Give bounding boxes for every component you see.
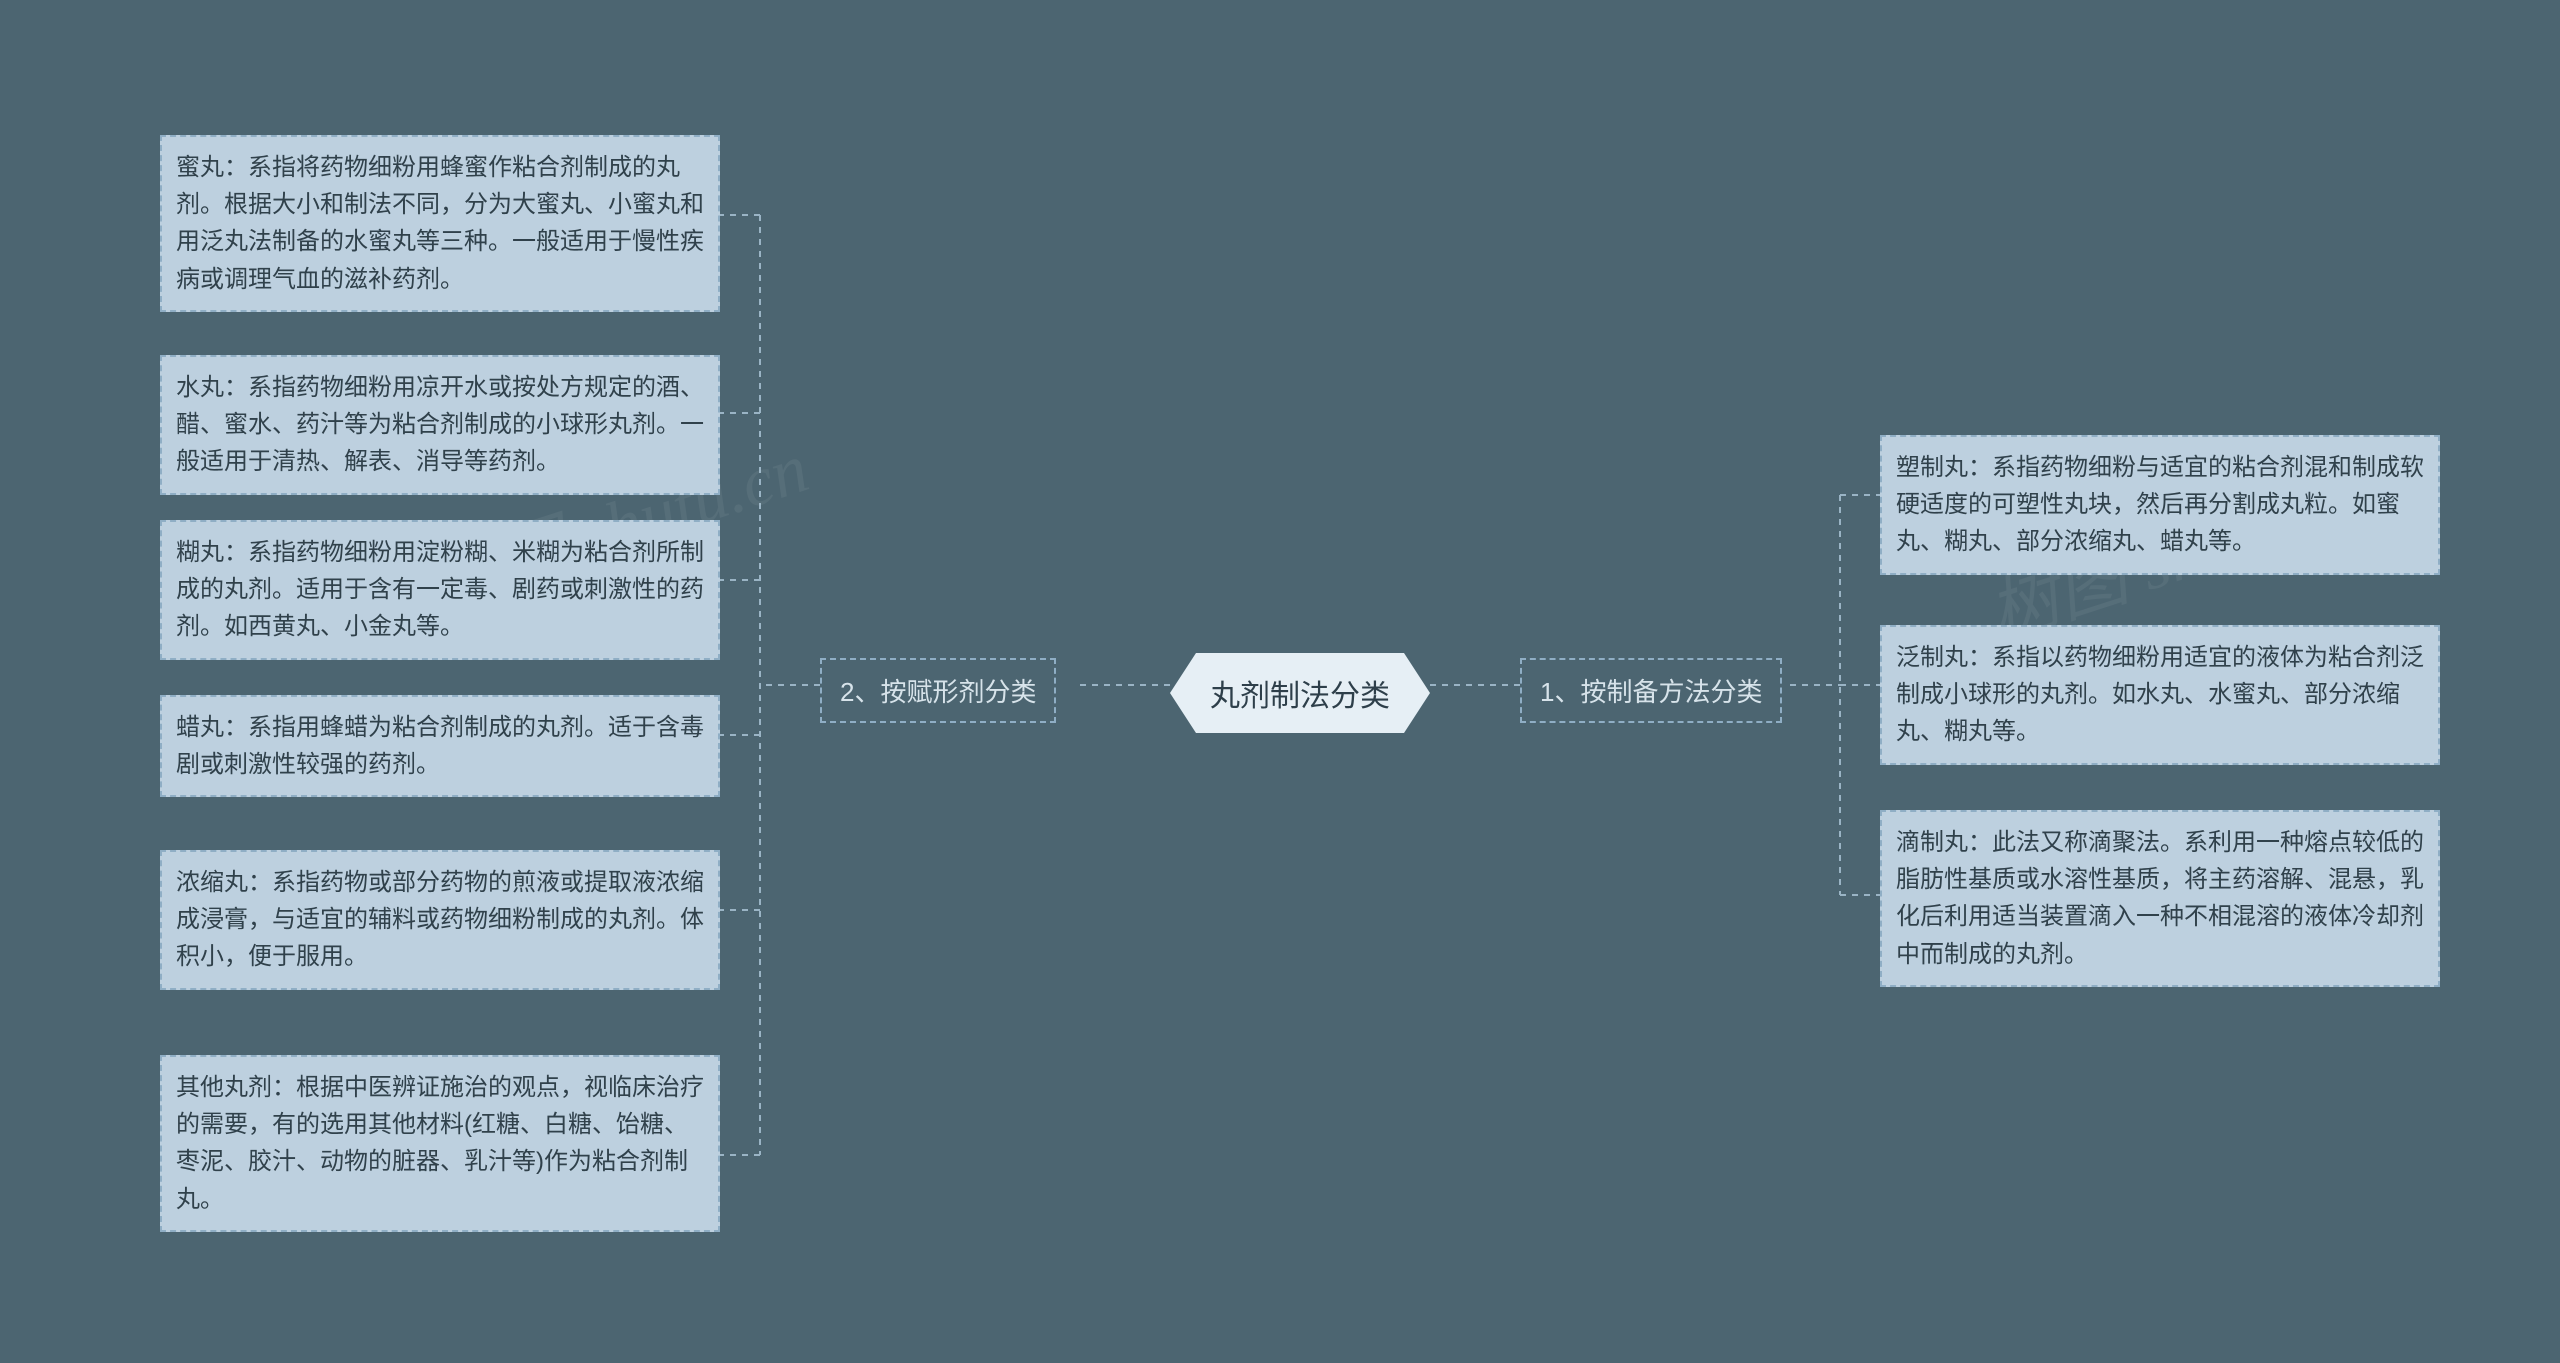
leaf-left-1: 水丸：系指药物细粉用凉开水或按处方规定的酒、醋、蜜水、药汁等为粘合剂制成的小球形… bbox=[160, 355, 720, 495]
branch-left: 2、按赋形剂分类 bbox=[820, 658, 1056, 723]
leaf-right-1: 泛制丸：系指以药物细粉用适宜的液体为粘合剂泛制成小球形的丸剂。如水丸、水蜜丸、部… bbox=[1880, 625, 2440, 765]
leaf-right-2: 滴制丸：此法又称滴聚法。系利用一种熔点较低的脂肪性基质或水溶性基质，将主药溶解、… bbox=[1880, 810, 2440, 987]
leaf-right-0: 塑制丸：系指药物细粉与适宜的粘合剂混和制成软硬适度的可塑性丸块，然后再分割成丸粒… bbox=[1880, 435, 2440, 575]
leaf-left-2: 糊丸：系指药物细粉用淀粉糊、米糊为粘合剂所制成的丸剂。适用于含有一定毒、剧药或刺… bbox=[160, 520, 720, 660]
leaf-left-4: 浓缩丸：系指药物或部分药物的煎液或提取液浓缩成浸膏，与适宜的辅料或药物细粉制成的… bbox=[160, 850, 720, 990]
mindmap-canvas: 树图 shutu.cn 树图 shutu.cn 丸剂制法分类 2、按赋形剂分类 … bbox=[0, 0, 2560, 1363]
branch-right: 1、按制备方法分类 bbox=[1520, 658, 1782, 723]
leaf-left-5: 其他丸剂：根据中医辨证施治的观点，视临床治疗的需要，有的选用其他材料(红糖、白糖… bbox=[160, 1055, 720, 1232]
center-node: 丸剂制法分类 bbox=[1170, 653, 1430, 733]
leaf-left-3: 蜡丸：系指用蜂蜡为粘合剂制成的丸剂。适于含毒剧或刺激性较强的药剂。 bbox=[160, 695, 720, 797]
leaf-left-0: 蜜丸：系指将药物细粉用蜂蜜作粘合剂制成的丸剂。根据大小和制法不同，分为大蜜丸、小… bbox=[160, 135, 720, 312]
